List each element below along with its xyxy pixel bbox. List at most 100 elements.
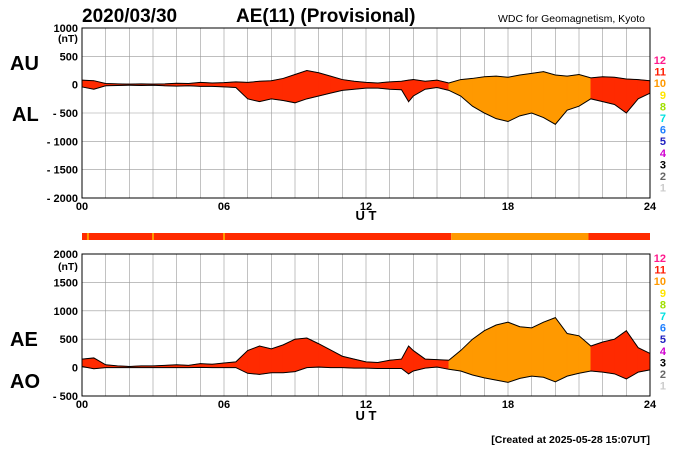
- legend-top-level-9: 9: [660, 90, 666, 102]
- legend-top-level-3: 3: [660, 159, 666, 171]
- ae-ao-xtick-label-4: 24: [644, 399, 657, 411]
- au-al-fill-seg-29: [413, 79, 426, 97]
- au-al-fill-seg-36: [495, 75, 509, 122]
- legend-top-level-12: 12: [654, 55, 666, 67]
- au-al-fill-seg-16: [271, 78, 284, 101]
- ae-ao-ytick-label-0: 2000: [54, 249, 78, 261]
- strip-segment-2: [588, 233, 650, 240]
- legend-bottom-level-9: 9: [660, 288, 666, 300]
- ae-ao-fill-seg-41: [555, 316, 568, 383]
- ae-ao-fill-seg-44: [590, 341, 603, 373]
- au-al-fill-seg-19: [306, 70, 319, 100]
- legend-bottom-level-1: 1: [660, 381, 666, 393]
- au-al-xtick-label-0: 00: [76, 201, 88, 213]
- legend-top-level-8: 8: [660, 101, 666, 113]
- legend-top-level-7: 7: [660, 113, 666, 125]
- au-al-fill-seg-38: [519, 72, 532, 117]
- ae-ao-ao-line: [81, 365, 651, 383]
- au-al-fill-seg-33: [460, 78, 473, 107]
- ae-ao-xtick-label-3: 18: [502, 399, 514, 411]
- al-label: AL: [12, 104, 39, 126]
- au-al-ytick-label-6: - 2000: [47, 193, 78, 205]
- ae-ao-fill-seg-48: [637, 347, 651, 373]
- legend-bottom-level-6: 6: [660, 323, 666, 335]
- legend-top-level-5: 5: [660, 136, 666, 148]
- ae-ao-xtick-label-0: 00: [76, 399, 88, 411]
- au-al-xtick-label-4: 24: [644, 201, 657, 213]
- ae-ao-unit: (nT): [58, 261, 78, 273]
- strip-segment-1: [451, 233, 589, 240]
- ae-ao-fill-seg-47: [626, 329, 639, 380]
- au-al-al-line: [81, 84, 651, 125]
- date-title: 2020/03/30: [82, 6, 177, 27]
- ae-ao-fill-seg-29: [413, 349, 426, 372]
- au-al-lines: [81, 69, 651, 125]
- ae-label: AE: [10, 329, 38, 351]
- au-al-fill-seg-17: [282, 74, 296, 104]
- au-al-unit: (nT): [58, 33, 78, 45]
- ae-ao-fill-seg-18: [294, 337, 308, 372]
- au-al-fill-seg-20: [318, 72, 331, 97]
- au-al-ytick-label-3: - 500: [53, 108, 78, 120]
- au-al-ytick-label-0: 1000: [54, 23, 78, 35]
- legend-bottom-level-2: 2: [660, 369, 666, 381]
- ae-ao-ytick-label-4: 0: [72, 363, 78, 375]
- legend-bottom-level-5: 5: [660, 334, 666, 346]
- au-al-fill-seg-43: [578, 74, 592, 107]
- ae-ao-fill-seg-42: [566, 333, 580, 377]
- au-al-fill-seg-44: [590, 76, 603, 103]
- activity-strip: [82, 233, 650, 240]
- au-al-fill-seg-13: [235, 81, 248, 100]
- au-al-xtick-label-1: 06: [218, 201, 230, 213]
- au-al-fill-seg-14: [247, 80, 260, 103]
- au-al-fill-seg-39: [531, 71, 544, 118]
- au-al-frame: [81, 27, 651, 199]
- au-al-fill-seg-15: [259, 80, 272, 103]
- au-al-ytick-label-1: 500: [60, 51, 78, 63]
- ae-ao-fill-seg-36: [495, 321, 509, 383]
- legend-top-level-10: 10: [654, 78, 666, 90]
- strip-marker-1: [152, 233, 154, 240]
- au-al-fill-seg-45: [602, 76, 615, 105]
- au-al-ytick-label-2: 0: [72, 80, 78, 92]
- au-label: AU: [10, 53, 39, 75]
- au-al-ytick-label-5: - 1500: [47, 165, 78, 177]
- legend-top-level-6: 6: [660, 125, 666, 137]
- ae-ao-fill-seg-40: [543, 317, 556, 383]
- ae-ao-xtick-label-2: 12: [360, 399, 372, 411]
- au-al-xlabel: U T: [356, 208, 377, 223]
- ae-ao-frame: [81, 253, 651, 397]
- legend-top-level-2: 2: [660, 171, 666, 183]
- au-al-fill-seg-47: [626, 78, 639, 114]
- legend-bottom-level-4: 4: [660, 346, 667, 358]
- ae-ao-fill-seg-45: [602, 338, 615, 375]
- au-al-xtick-label-2: 12: [360, 201, 372, 213]
- au-al-fill-seg-42: [566, 74, 580, 111]
- legend-bottom-level-8: 8: [660, 299, 666, 311]
- source-label: WDC for Geomagnetism, Kyoto: [498, 13, 645, 25]
- legend-bottom-level-12: 12: [654, 253, 666, 265]
- au-al-fill-seg-40: [543, 71, 556, 125]
- au-al-fill-seg-35: [484, 75, 497, 120]
- ae-ao-ae-line: [81, 317, 651, 367]
- ae-ao-fill-seg-16: [271, 344, 284, 374]
- au-al-xtick-label-3: 18: [502, 201, 514, 213]
- legend-bottom-level-7: 7: [660, 311, 666, 323]
- ae-ao-fill-seg-32: [448, 349, 461, 372]
- ae-ao-fill-seg-39: [531, 321, 544, 378]
- ae-ao-lines: [81, 317, 651, 383]
- au-al-fill-seg-26: [389, 80, 402, 91]
- ae-ao-fill-seg-13: [235, 349, 248, 374]
- legend-bottom-level-10: 10: [654, 276, 666, 288]
- ae-ao-fill-seg-15: [259, 345, 272, 375]
- au-al-fills: [81, 70, 651, 126]
- au-al-ytick-label-4: - 1000: [47, 136, 78, 148]
- ae-ao-ytick-label-1: 1500: [54, 277, 78, 289]
- au-al-fill-seg-37: [507, 74, 521, 122]
